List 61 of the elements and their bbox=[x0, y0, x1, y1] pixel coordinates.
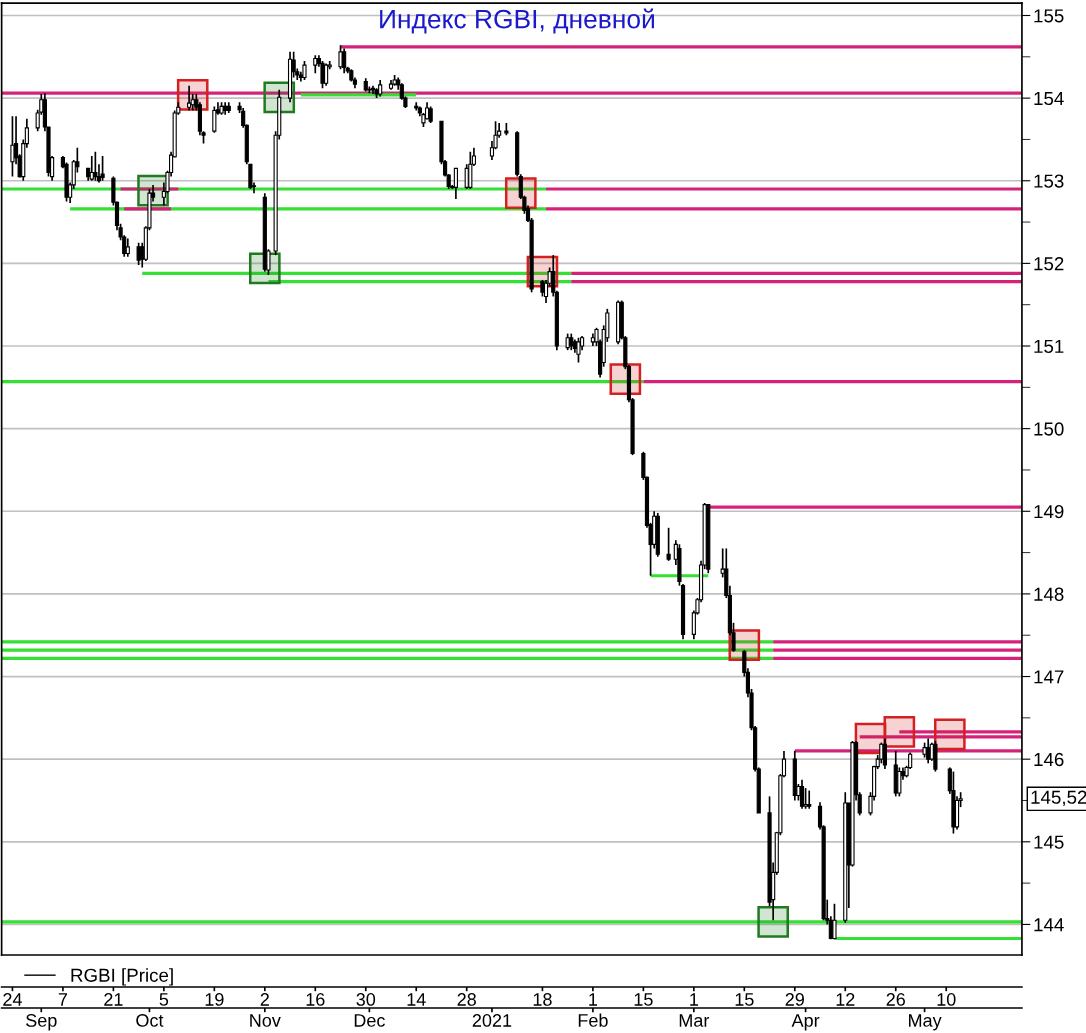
x2-tick-label: Apr bbox=[791, 1014, 820, 1031]
x-tick-label: 12 bbox=[836, 993, 855, 1006]
x-tick-label: 26 bbox=[886, 993, 905, 1006]
x-tick-label: 21 bbox=[104, 993, 123, 1006]
candlestick bbox=[93, 150, 98, 182]
candlestick bbox=[803, 787, 808, 810]
y-tick-label: 144 bbox=[1034, 918, 1064, 932]
y-tick-label: 149 bbox=[1034, 504, 1064, 519]
candlestick bbox=[212, 105, 217, 134]
candlestick bbox=[926, 737, 931, 765]
candlestick bbox=[468, 150, 473, 190]
x2-tick-label: Mar bbox=[679, 1014, 710, 1027]
candlestick bbox=[100, 155, 105, 182]
x-tick-label: 15 bbox=[735, 993, 754, 1006]
x2-tick-label: 2021 bbox=[472, 1014, 512, 1027]
x2-tick-label: Dec bbox=[354, 1014, 385, 1027]
x-tick-label: 24 bbox=[3, 993, 22, 1006]
x-tick-label: 16 bbox=[306, 993, 325, 1006]
point bbox=[933, 718, 966, 751]
candlestick bbox=[882, 737, 888, 770]
y-tick-label: 147 bbox=[1034, 670, 1064, 684]
candlestick bbox=[248, 163, 253, 190]
x2-tick-label: Oct bbox=[136, 1014, 164, 1027]
x-tick-label: 5 bbox=[159, 993, 169, 1006]
x2-tick-label: May bbox=[909, 1014, 942, 1031]
text: 145,52 bbox=[1031, 790, 1086, 807]
y-tick-label: 146 bbox=[1034, 752, 1064, 767]
y-tick-label: 154 bbox=[1034, 92, 1064, 106]
x2-tick-label: Sep bbox=[26, 1014, 57, 1031]
y-tick-label: 148 bbox=[1034, 587, 1064, 601]
candlestick bbox=[666, 526, 671, 562]
x-tick-label: 1 bbox=[690, 993, 698, 1006]
x-tick-label: 10 bbox=[937, 993, 956, 1006]
x-tick-label: 1 bbox=[589, 993, 598, 1006]
y-tick-label: 152 bbox=[1034, 257, 1064, 271]
chart-title: Индекс RGBI, дневной bbox=[380, 8, 654, 34]
y-tick-label: 153 bbox=[1034, 174, 1064, 188]
candlestick bbox=[125, 237, 130, 258]
y-tick-label: 150 bbox=[1034, 422, 1064, 436]
x-tick-label: 18 bbox=[533, 993, 552, 1006]
x-tick-label: 29 bbox=[785, 993, 804, 1006]
candlestick bbox=[807, 789, 812, 810]
point bbox=[883, 716, 916, 748]
x-tick-label: 19 bbox=[205, 993, 224, 1006]
candlestick bbox=[10, 115, 15, 178]
y-tick-label: 155 bbox=[1034, 9, 1064, 23]
x-tick-label: 7 bbox=[58, 993, 68, 1006]
candlestick bbox=[879, 741, 884, 765]
legend-label: RGBI [Price] bbox=[71, 968, 173, 986]
x2-tick-label: Nov bbox=[250, 1014, 281, 1027]
candlestick bbox=[338, 44, 343, 71]
x-tick-label: 15 bbox=[634, 993, 653, 1006]
x-tick-label: 30 bbox=[356, 993, 376, 1006]
x2-tick-label: Feb bbox=[578, 1013, 608, 1027]
x-tick-label: 2 bbox=[260, 993, 269, 1006]
x-tick-label: 28 bbox=[457, 993, 476, 1006]
x-tick-label: 14 bbox=[407, 993, 426, 1006]
y-tick-label: 151 bbox=[1034, 339, 1064, 353]
y-tick-label: 145 bbox=[1034, 835, 1064, 849]
candlestick bbox=[136, 241, 141, 266]
point bbox=[757, 906, 789, 938]
